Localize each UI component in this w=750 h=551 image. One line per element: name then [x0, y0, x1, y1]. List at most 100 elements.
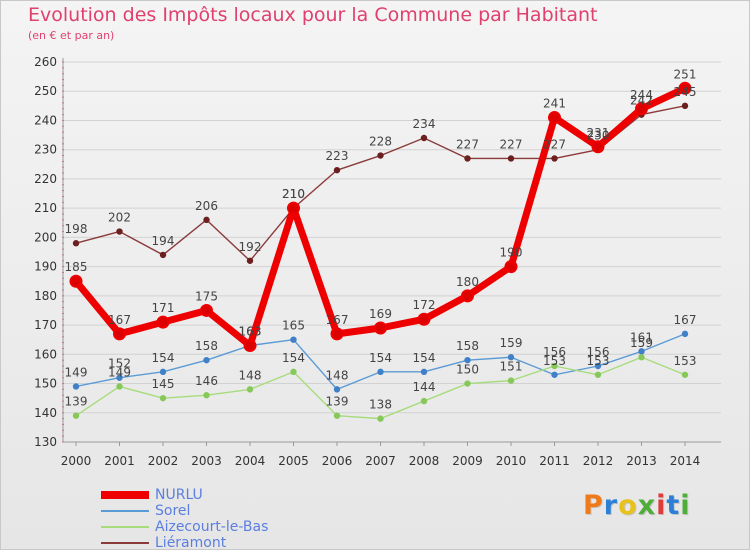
legend-label: Sorel: [155, 503, 191, 519]
y-tick-label: 260: [34, 55, 57, 69]
data-label: 144: [413, 380, 436, 394]
data-point: [246, 386, 254, 393]
data-label: 163: [239, 325, 262, 339]
data-label: 145: [152, 377, 175, 391]
x-tick-label: 2008: [409, 454, 440, 468]
x-tick-label: 2009: [452, 454, 483, 468]
data-label: 163: [239, 325, 262, 339]
data-point: [243, 339, 257, 353]
legend-label: Aizecourt-le-Bas: [155, 519, 269, 535]
data-label: 138: [369, 398, 392, 412]
data-label: 139: [326, 395, 349, 409]
data-label: 242: [630, 94, 653, 108]
legend-label: Liéramont: [155, 535, 227, 551]
data-label: 192: [239, 240, 262, 254]
data-label: 230: [587, 129, 610, 143]
data-point: [420, 397, 428, 405]
data-point: [290, 368, 297, 376]
data-label: 210: [282, 187, 305, 201]
data-point: [333, 386, 341, 393]
data-point: [594, 362, 602, 370]
data-point: [72, 383, 80, 390]
data-point: [420, 134, 428, 142]
data-point: [681, 330, 689, 338]
data-label: 244: [630, 88, 653, 102]
y-tick-label: 210: [34, 201, 57, 215]
legend: NURLU Sorel Aizecourt-le-Bas Liéramont: [101, 487, 268, 551]
data-point: [507, 155, 515, 162]
data-label: 159: [500, 336, 523, 350]
data-label: 185: [65, 260, 88, 274]
data-point: [203, 216, 210, 224]
data-point: [333, 166, 341, 174]
data-label: 153: [674, 354, 697, 368]
data-label: 167: [674, 313, 697, 327]
data-label: 153: [543, 354, 566, 368]
data-label: 148: [239, 368, 262, 382]
x-tick-label: 2006: [322, 454, 353, 468]
data-point: [681, 371, 689, 378]
data-point: [203, 356, 210, 364]
data-label: 153: [587, 354, 610, 368]
data-point: [638, 354, 645, 361]
x-tick-label: 2005: [278, 454, 309, 468]
x-tick-label: 2014: [670, 454, 701, 468]
data-label: 151: [500, 360, 523, 374]
legend-swatch: [101, 542, 149, 544]
legend-swatch: [101, 526, 149, 528]
legend-swatch: [101, 510, 149, 512]
data-label: 165: [282, 319, 305, 333]
legend-item-nurlu: NURLU: [101, 487, 268, 503]
legend-item-li-ramont: Liéramont: [101, 535, 268, 551]
x-tick-label: 2003: [191, 454, 222, 468]
data-point: [72, 240, 80, 247]
data-label: 245: [674, 85, 697, 99]
chart-title: Evolution des Impôts locaux pour la Comm…: [28, 4, 598, 26]
y-tick-label: 200: [34, 230, 57, 244]
x-tick-label: 2001: [104, 454, 135, 468]
y-tick-label: 230: [34, 143, 57, 157]
data-label: 227: [500, 137, 523, 151]
data-label: 241: [543, 97, 566, 111]
data-point: [464, 155, 471, 162]
data-label: 190: [500, 246, 523, 260]
legend-item-sorel: Sorel: [101, 503, 268, 519]
data-label: 159: [630, 336, 653, 350]
x-tick-label: 2012: [583, 454, 614, 468]
data-label: 234: [413, 117, 436, 131]
data-label: 152: [108, 357, 131, 371]
data-point: [116, 228, 123, 235]
data-point: [200, 303, 213, 317]
y-tick-label: 140: [34, 406, 57, 420]
data-point: [464, 356, 471, 364]
x-tick-label: 2013: [626, 454, 657, 468]
data-label: 146: [195, 374, 218, 388]
data-point: [591, 140, 605, 154]
data-label: 227: [456, 137, 479, 151]
data-label: 139: [65, 395, 88, 409]
x-tick-label: 2010: [496, 454, 527, 468]
data-label: 231: [587, 126, 610, 140]
data-point: [377, 368, 384, 376]
data-point: [374, 321, 387, 335]
data-point: [594, 371, 602, 378]
chart-subtitle: (en € et par an): [28, 29, 115, 42]
data-label: 167: [108, 313, 131, 327]
x-tick-label: 2007: [365, 454, 396, 468]
data-point: [678, 81, 692, 95]
data-label: 169: [369, 307, 392, 321]
data-point: [548, 111, 561, 125]
y-tick-label: 170: [34, 318, 57, 332]
data-point: [203, 392, 210, 399]
data-point: [156, 315, 170, 329]
data-point: [116, 374, 123, 381]
data-label: 149: [65, 365, 88, 379]
data-label: 198: [65, 222, 88, 236]
data-point: [377, 415, 384, 422]
data-point: [417, 312, 431, 326]
y-tick-label: 160: [34, 347, 57, 361]
data-point: [551, 155, 558, 162]
data-label: 158: [195, 339, 218, 353]
data-point: [113, 327, 126, 341]
data-point: [551, 371, 558, 378]
